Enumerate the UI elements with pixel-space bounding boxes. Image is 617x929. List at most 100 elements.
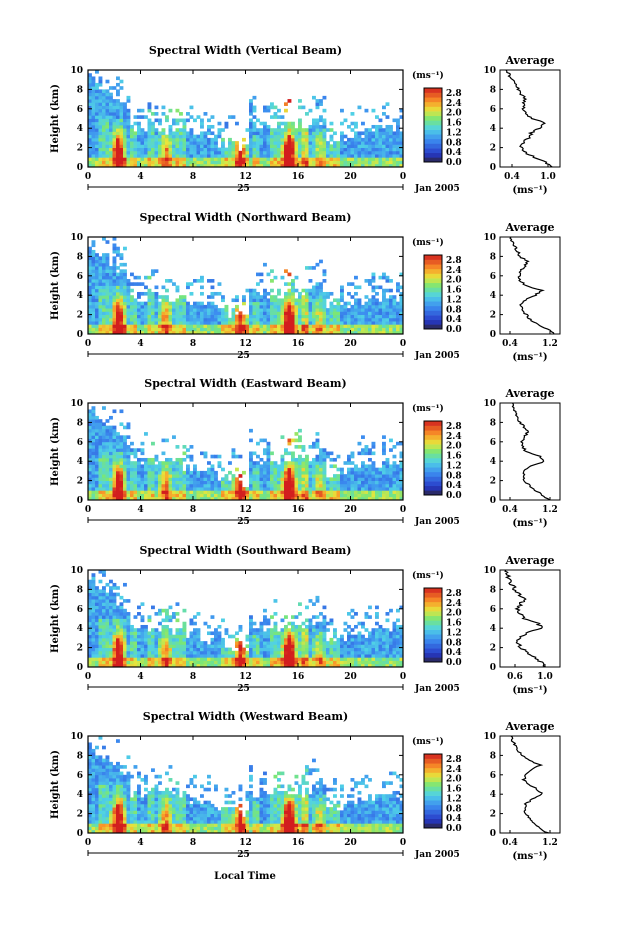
y-tick-label: 6	[77, 105, 83, 115]
heat-cell	[105, 288, 110, 293]
heat-cell	[147, 291, 152, 296]
heat-cell	[319, 304, 323, 309]
heat-cell	[235, 150, 239, 155]
heat-cell	[221, 308, 225, 312]
heat-cell	[175, 474, 180, 478]
heat-cell	[252, 628, 257, 632]
heat-cell	[214, 321, 218, 325]
heat-cell	[231, 454, 236, 459]
heat-cell	[322, 324, 327, 328]
heat-cell	[217, 314, 222, 319]
heat-cell	[123, 108, 127, 113]
heat-cell	[186, 321, 190, 325]
heat-cell	[273, 663, 278, 668]
heat-cell	[179, 308, 183, 312]
avg-y-tick-label: 10	[483, 399, 496, 409]
heat-cell	[175, 490, 180, 494]
heat-cell	[154, 314, 159, 319]
heat-cell	[357, 304, 362, 309]
heat-cell	[340, 327, 344, 332]
heat-cell	[158, 311, 162, 315]
heat-cell	[154, 650, 159, 655]
heat-cell	[263, 291, 267, 296]
heat-cell	[109, 467, 113, 472]
heat-cell	[284, 467, 288, 472]
heat-cell	[340, 157, 344, 161]
heat-cell	[308, 327, 313, 332]
heat-cell	[102, 118, 106, 123]
heat-cell	[144, 147, 148, 152]
heat-cell	[389, 483, 393, 488]
heat-cell	[308, 324, 313, 328]
heat-cell	[105, 599, 110, 603]
heat-cell	[371, 474, 376, 478]
heat-cell	[371, 163, 376, 168]
heat-cell	[175, 663, 180, 668]
heat-cell	[375, 483, 379, 488]
avg-y-tick-label: 0	[490, 163, 496, 173]
heat-cell	[378, 154, 383, 158]
heat-cell	[294, 314, 299, 319]
heat-cell	[102, 115, 106, 119]
heat-cell	[273, 112, 278, 116]
heat-cell	[119, 256, 124, 261]
heat-cell	[193, 615, 197, 619]
heat-cell	[217, 631, 222, 636]
heat-cell	[154, 301, 159, 306]
heat-cell	[133, 157, 138, 161]
heat-cell	[315, 285, 320, 290]
heat-cell	[333, 154, 337, 158]
heat-cell	[102, 435, 106, 439]
heat-cell	[305, 317, 309, 322]
heat-cell	[242, 470, 246, 475]
heat-cell	[119, 445, 124, 449]
heat-cell	[130, 451, 134, 456]
heat-cell	[91, 573, 96, 577]
heat-cell	[333, 483, 337, 488]
heat-cell	[319, 461, 323, 465]
heat-cell	[273, 131, 278, 136]
heat-cell	[378, 144, 383, 148]
heat-cell	[315, 163, 320, 168]
heat-cell	[116, 118, 120, 123]
heat-cell	[287, 304, 292, 309]
heat-cell	[91, 163, 96, 168]
heat-cell	[287, 288, 292, 293]
heat-cell	[116, 102, 120, 106]
heat-cell	[165, 493, 169, 498]
heat-cell	[137, 314, 141, 319]
heat-cell	[263, 137, 267, 142]
heat-cell	[98, 311, 103, 315]
heat-cell	[112, 147, 117, 152]
heat-cell	[126, 637, 131, 642]
heat-cell	[350, 493, 355, 498]
heat-cell	[287, 147, 292, 152]
heat-cell	[112, 330, 117, 335]
heat-cell	[291, 461, 295, 465]
heat-cell	[102, 121, 106, 126]
heat-cell	[301, 477, 306, 481]
heat-cell	[357, 483, 362, 488]
heat-cell	[368, 327, 372, 332]
heatmap-field	[88, 70, 404, 168]
heat-cell	[308, 314, 313, 319]
heat-cell	[263, 496, 267, 501]
heat-cell	[98, 660, 103, 665]
heat-cell	[357, 480, 362, 485]
heat-cell	[266, 461, 271, 465]
heat-cell	[340, 131, 344, 136]
heat-cell	[189, 480, 194, 485]
heat-cell	[210, 654, 215, 658]
heat-cell	[350, 321, 355, 325]
heat-cell	[368, 144, 372, 148]
heat-cell	[102, 457, 106, 462]
heat-cell	[385, 128, 390, 132]
heat-cell	[98, 438, 103, 443]
heat-cell	[98, 99, 103, 103]
heat-cell	[385, 457, 390, 462]
heat-cell	[91, 582, 96, 587]
heat-cell	[378, 124, 383, 129]
heat-cell	[371, 445, 376, 449]
heat-cell	[315, 304, 320, 309]
heat-cell	[126, 457, 131, 462]
